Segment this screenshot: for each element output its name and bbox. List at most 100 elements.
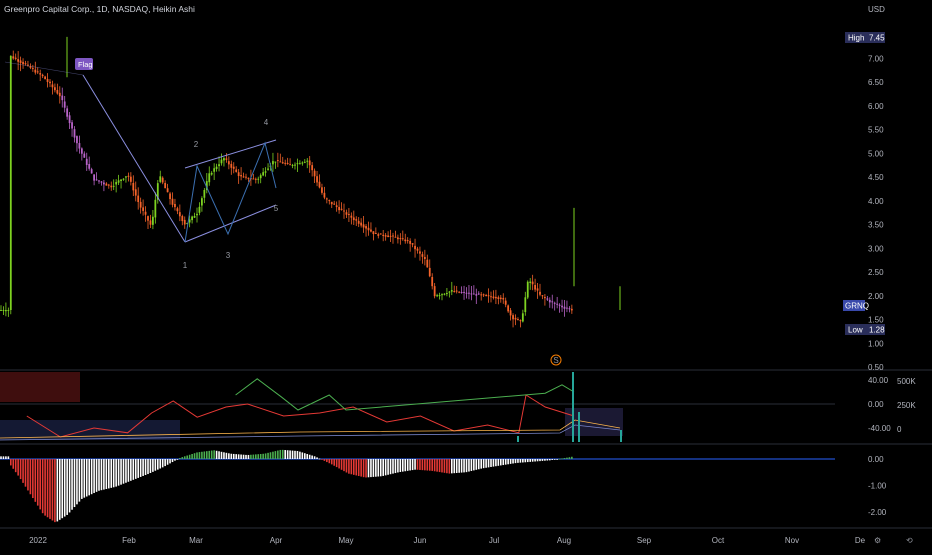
candle-body: [536, 288, 539, 291]
candle-body: [377, 234, 380, 236]
candle-body: [455, 290, 458, 292]
candle-body: [129, 176, 132, 182]
wave-label-1: 1: [183, 261, 188, 270]
hist-bar: [81, 459, 83, 499]
candle-body: [529, 281, 532, 283]
hist-bar: [348, 459, 350, 474]
hist-bar: [272, 451, 274, 459]
candle-body: [85, 158, 88, 165]
hist-bar: [66, 459, 68, 515]
candle-body: [156, 183, 159, 200]
hist-bar: [46, 459, 49, 518]
hist-bar: [438, 459, 441, 473]
hist-bar: [399, 459, 402, 473]
hist-bar: [257, 454, 260, 459]
time-axis[interactable]: 2022 Feb Mar Apr May Jun Jul Aug Sep Oct Nov De: [29, 536, 866, 545]
candle-body: [367, 227, 370, 231]
hist-bar: [90, 459, 93, 495]
candle-body: [465, 292, 468, 294]
candle-body: [544, 296, 546, 299]
flag-badge-label: Flag: [78, 60, 93, 69]
hist-bar: [497, 459, 500, 466]
hist-bar: [149, 459, 152, 473]
candle-body: [296, 163, 299, 165]
osc-series-blue: [0, 424, 621, 441]
candle-body: [316, 176, 318, 183]
candle-body: [436, 295, 438, 297]
hist-bar: [5, 456, 7, 459]
time-tick-label: De: [855, 536, 866, 545]
hist-bar: [154, 459, 157, 471]
candle-body: [556, 303, 559, 305]
hist-bar: [566, 457, 568, 459]
candle-body: [362, 224, 365, 228]
hist-bar: [448, 459, 451, 474]
candle-body: [313, 170, 316, 177]
candle-body: [80, 148, 83, 154]
osc-band-blue-2: [565, 408, 623, 436]
hist-bar: [446, 459, 448, 474]
candle-body: [44, 76, 46, 80]
candle-body: [546, 298, 549, 300]
hist-bar: [10, 459, 12, 466]
hist-bar: [235, 454, 237, 459]
hist-bar: [269, 452, 272, 459]
hist-bar: [193, 453, 196, 459]
hist-bar: [492, 459, 495, 467]
candle-body: [553, 302, 556, 304]
settings-gear-icon[interactable]: ⚙: [874, 536, 882, 545]
candle-body: [137, 195, 140, 203]
candle-body: [448, 291, 451, 293]
hist-bar: [39, 459, 41, 510]
candle-body: [12, 56, 15, 59]
hist-bar: [159, 459, 162, 469]
hist-bar: [71, 459, 73, 510]
hist-bar: [382, 459, 384, 476]
candle-body: [34, 69, 37, 73]
time-tick-label: Aug: [557, 536, 571, 545]
hist-bar: [230, 453, 233, 459]
candle-body: [497, 297, 500, 300]
candle-body: [453, 291, 456, 293]
price-axis[interactable]: 7.00 6.50 6.00 5.50 5.00 4.50 4.00 3.50 3.00 2.50…: [868, 54, 884, 372]
candle-body: [237, 172, 240, 177]
osc-tick-label: 40.00: [868, 376, 889, 385]
candle-body: [321, 187, 323, 193]
auto-scale-icon[interactable]: ⟲: [906, 536, 913, 545]
hist-bar: [225, 452, 228, 459]
candle-body: [428, 267, 431, 277]
price-tick-label: 6.50: [868, 78, 884, 87]
hist-bar: [507, 459, 509, 465]
candle-body: [166, 188, 169, 193]
candle-body: [333, 203, 336, 205]
candle-body: [181, 216, 184, 222]
price-tick-label: 1.50: [868, 316, 884, 325]
hist-bar: [213, 450, 215, 459]
hist-bar: [411, 459, 414, 471]
hist-bar: [294, 450, 296, 459]
candle-body: [311, 165, 314, 171]
volume-bar: [572, 372, 574, 442]
ticker-tag: GRNQ: [843, 300, 869, 311]
hist-bar: [127, 459, 130, 482]
candle-body: [463, 291, 465, 293]
hist-bar: [206, 451, 208, 459]
hist-bar: [7, 456, 10, 459]
price-tick-label: 3.50: [868, 221, 884, 230]
hist-bar: [61, 459, 64, 519]
candle-body: [252, 178, 255, 180]
hist-bar: [431, 459, 433, 471]
hist-bar: [306, 453, 309, 459]
hist-bar: [387, 459, 389, 475]
candle-body: [142, 207, 144, 211]
candle-body: [24, 63, 27, 65]
hist-bar: [299, 451, 301, 459]
hist-bar: [105, 459, 108, 490]
candle-body: [22, 61, 24, 65]
hist-bar: [377, 459, 380, 477]
candle-body: [276, 160, 279, 162]
candle-body: [343, 210, 345, 212]
hist-bar: [529, 459, 531, 462]
